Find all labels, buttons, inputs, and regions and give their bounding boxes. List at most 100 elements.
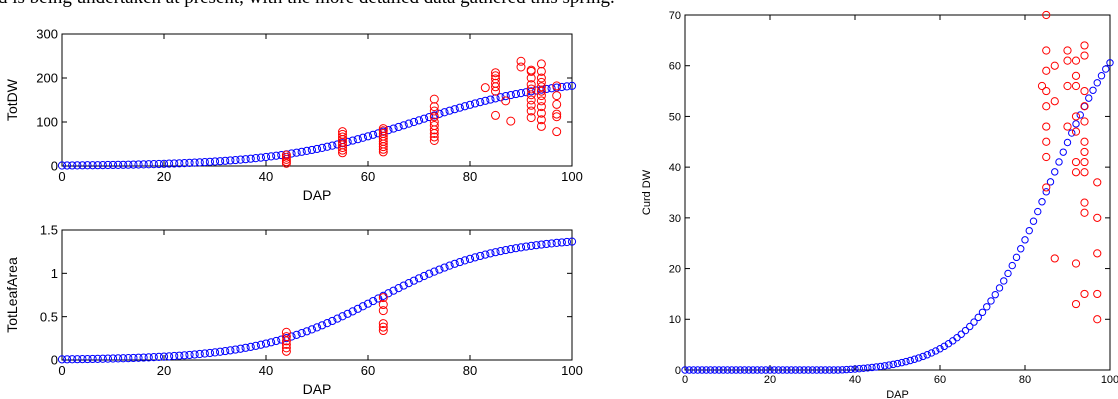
model-point bbox=[241, 155, 250, 164]
model-point bbox=[343, 309, 352, 318]
model-point bbox=[893, 359, 902, 368]
observed-point bbox=[526, 90, 536, 100]
model-point bbox=[1004, 269, 1012, 278]
model-point bbox=[139, 160, 148, 169]
model-point bbox=[936, 345, 944, 353]
x-tick-label: 100 bbox=[561, 169, 583, 184]
model-point bbox=[847, 365, 855, 374]
chart-totleafarea: 0 20 40 60 80 100 0 0.5 1 1.5 DAP TotLeafArea bbox=[4, 223, 583, 397]
observed-point bbox=[1063, 122, 1072, 131]
observed-point bbox=[1080, 41, 1089, 50]
model-point bbox=[1102, 65, 1110, 73]
model-point bbox=[435, 109, 444, 118]
model-point bbox=[394, 122, 403, 132]
model-point bbox=[348, 136, 357, 145]
observed-point bbox=[429, 125, 439, 135]
model-point bbox=[108, 160, 118, 170]
model-point bbox=[698, 366, 706, 374]
observed-point bbox=[552, 112, 562, 122]
observed-point bbox=[1071, 56, 1081, 65]
model-point bbox=[246, 342, 255, 351]
y-tick-label: 50 bbox=[669, 111, 681, 123]
observed-point bbox=[1080, 51, 1089, 60]
x-axis-label: DAP bbox=[886, 389, 909, 399]
observed-point bbox=[536, 108, 546, 118]
model-point bbox=[98, 354, 107, 363]
model-point bbox=[961, 326, 970, 335]
model-point bbox=[348, 307, 357, 316]
model-point bbox=[481, 250, 490, 259]
model-point bbox=[154, 159, 163, 169]
observed-point bbox=[338, 143, 347, 153]
observed-point bbox=[552, 109, 562, 119]
page-caption: d is being undertaken at present, with t… bbox=[0, 0, 1116, 19]
model-point bbox=[414, 116, 424, 125]
observed-point bbox=[378, 293, 388, 303]
model-point bbox=[200, 349, 209, 358]
model-point bbox=[1093, 79, 1101, 87]
model-point bbox=[297, 329, 306, 338]
observed-point bbox=[1050, 61, 1059, 70]
model-point bbox=[732, 366, 740, 374]
model-point bbox=[445, 261, 454, 270]
model-point bbox=[817, 366, 825, 374]
plot-frame bbox=[61, 229, 573, 361]
model-point bbox=[302, 327, 311, 336]
model-point bbox=[409, 276, 418, 285]
model-point bbox=[165, 159, 174, 168]
observed-point bbox=[1042, 46, 1051, 55]
model-point bbox=[547, 84, 556, 93]
model-point bbox=[506, 90, 515, 100]
model-point bbox=[813, 366, 821, 374]
observed-point bbox=[378, 142, 388, 152]
model-point bbox=[221, 346, 230, 356]
model-point bbox=[272, 336, 281, 346]
model-point bbox=[129, 353, 138, 363]
model-point bbox=[307, 145, 316, 155]
model-point bbox=[185, 158, 194, 167]
model-point bbox=[374, 294, 383, 303]
model-point bbox=[185, 350, 194, 360]
observed-point bbox=[1037, 81, 1047, 91]
observed-point bbox=[1080, 86, 1089, 96]
model-point bbox=[292, 330, 301, 339]
observed-point bbox=[536, 96, 546, 106]
model-point bbox=[511, 89, 521, 99]
observed-point bbox=[338, 145, 347, 155]
model-point bbox=[149, 160, 158, 169]
observed-point bbox=[491, 71, 500, 81]
x-tick-label: 0 bbox=[58, 169, 65, 184]
x-tick-label: 80 bbox=[1019, 374, 1031, 386]
observed-point bbox=[1042, 86, 1051, 96]
y-tick-label: 100 bbox=[36, 115, 58, 130]
model-point bbox=[728, 366, 736, 374]
model-point bbox=[471, 99, 480, 108]
model-point bbox=[689, 366, 698, 374]
model-point bbox=[440, 108, 449, 117]
model-point bbox=[149, 353, 158, 362]
model-point bbox=[190, 350, 199, 359]
model-point bbox=[715, 366, 723, 374]
model-point bbox=[476, 251, 485, 261]
model-point bbox=[114, 160, 123, 169]
observed-point bbox=[1093, 315, 1102, 324]
model-point bbox=[838, 366, 846, 374]
model-point bbox=[328, 316, 337, 326]
observed-point bbox=[480, 83, 490, 93]
model-point bbox=[328, 141, 337, 150]
model-point bbox=[119, 160, 128, 169]
model-point bbox=[1072, 120, 1080, 128]
model-point bbox=[808, 366, 817, 374]
model-point bbox=[399, 281, 408, 290]
model-point bbox=[842, 365, 851, 374]
observed-point bbox=[1071, 81, 1081, 91]
model-point bbox=[723, 366, 732, 374]
model-point bbox=[256, 340, 265, 349]
model-point bbox=[522, 242, 531, 251]
model-point bbox=[404, 119, 413, 128]
observed-point bbox=[1080, 289, 1089, 299]
model-point bbox=[389, 124, 398, 133]
model-point bbox=[333, 314, 342, 323]
model-point bbox=[165, 352, 174, 361]
observed-point bbox=[1080, 117, 1089, 126]
